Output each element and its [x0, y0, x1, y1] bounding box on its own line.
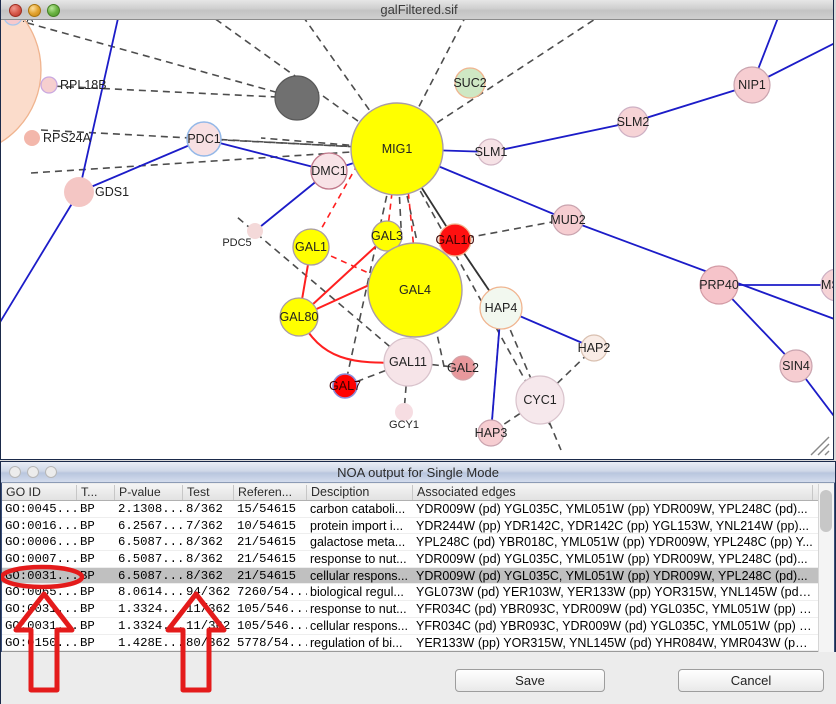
svg-text:GAL4: GAL4 [399, 283, 431, 297]
svg-text:GAL10: GAL10 [436, 233, 475, 247]
svg-text:PDC5: PDC5 [222, 237, 251, 249]
svg-text:?A: ?A [21, 20, 34, 25]
svg-text:GAL2: GAL2 [447, 361, 479, 375]
svg-text:HAP4: HAP4 [485, 301, 518, 315]
svg-text:PRP40: PRP40 [699, 278, 739, 292]
svg-text:RPS24A: RPS24A [43, 131, 92, 145]
svg-text:SUC2: SUC2 [453, 76, 486, 90]
svg-text:HAP3: HAP3 [475, 426, 508, 440]
svg-text:SIN4: SIN4 [782, 359, 810, 373]
svg-text:HAP2: HAP2 [578, 341, 611, 355]
svg-text:GAL3: GAL3 [371, 229, 403, 243]
svg-text:GAL80: GAL80 [280, 310, 319, 324]
svg-text:NIP1: NIP1 [738, 78, 766, 92]
svg-text:MUD2: MUD2 [550, 213, 585, 227]
svg-text:GAL1: GAL1 [295, 240, 327, 254]
svg-text:DMC1: DMC1 [311, 164, 346, 178]
svg-text:GAL7: GAL7 [329, 379, 361, 393]
svg-text:GAL11: GAL11 [389, 355, 427, 369]
svg-text:MSI: MSI [821, 278, 834, 292]
svg-text:GCY1: GCY1 [389, 419, 419, 431]
svg-text:GDS1: GDS1 [95, 185, 129, 199]
svg-text:SLM2: SLM2 [617, 115, 650, 129]
svg-text:PDC1: PDC1 [187, 132, 220, 146]
svg-text:SLM1: SLM1 [475, 145, 508, 159]
svg-text:CYC1: CYC1 [523, 393, 556, 407]
svg-text:MIG1: MIG1 [382, 142, 413, 156]
svg-text:RPL18B: RPL18B [60, 78, 107, 92]
